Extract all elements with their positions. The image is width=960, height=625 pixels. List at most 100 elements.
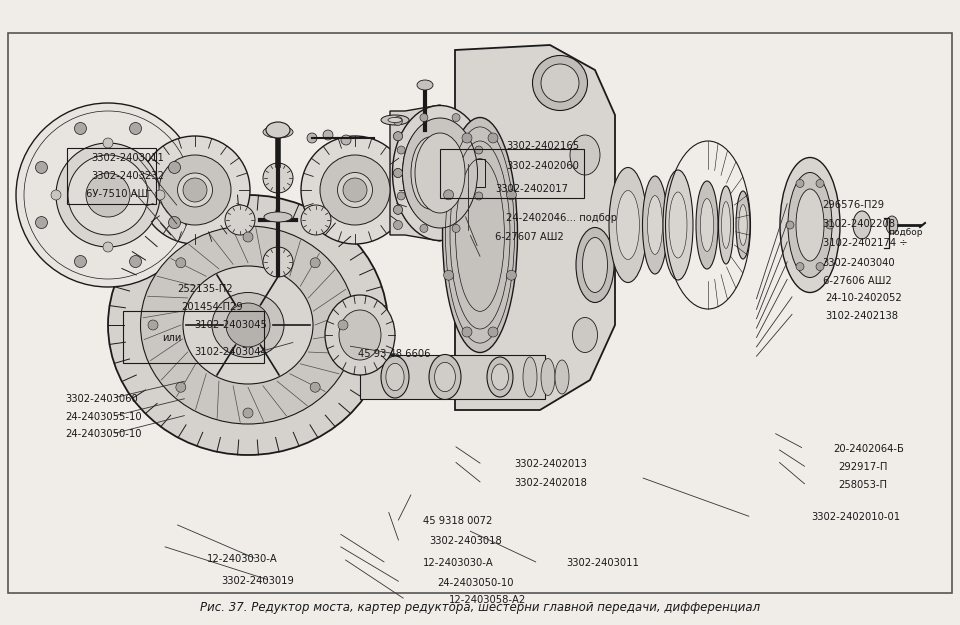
Ellipse shape [555, 360, 569, 394]
Ellipse shape [325, 295, 395, 375]
Text: 3302-2403011: 3302-2403011 [566, 558, 639, 568]
Ellipse shape [301, 136, 409, 244]
Circle shape [183, 178, 207, 202]
Text: 3302-2403019: 3302-2403019 [221, 576, 294, 586]
Text: 3302-2402018: 3302-2402018 [515, 478, 588, 488]
Ellipse shape [541, 64, 579, 102]
Text: 3102-2402174 ÷: 3102-2402174 ÷ [823, 238, 907, 248]
Ellipse shape [701, 199, 713, 251]
Circle shape [56, 143, 160, 247]
Ellipse shape [572, 318, 597, 352]
Ellipse shape [339, 310, 381, 360]
Circle shape [341, 135, 351, 145]
Circle shape [488, 327, 498, 337]
Circle shape [68, 155, 148, 235]
Text: 3102-2402138: 3102-2402138 [826, 311, 899, 321]
Circle shape [75, 122, 86, 134]
Ellipse shape [718, 186, 733, 264]
Circle shape [343, 178, 367, 202]
Circle shape [310, 382, 321, 392]
Ellipse shape [183, 266, 313, 384]
Circle shape [816, 179, 824, 188]
Circle shape [507, 270, 516, 280]
Text: или: или [162, 333, 181, 343]
Bar [440, 149, 584, 198]
Circle shape [16, 103, 200, 287]
Circle shape [338, 320, 348, 330]
Circle shape [444, 270, 453, 280]
Ellipse shape [266, 122, 290, 138]
Text: 6У-7510 АШ: 6У-7510 АШ [86, 189, 149, 199]
Text: 292917-П: 292917-П [838, 462, 887, 472]
Circle shape [394, 116, 402, 126]
Circle shape [103, 138, 113, 148]
Ellipse shape [739, 204, 747, 246]
Text: 252135-П2: 252135-П2 [178, 284, 233, 294]
Circle shape [51, 190, 61, 200]
Ellipse shape [523, 357, 537, 397]
Ellipse shape [492, 364, 509, 390]
Text: 24-2403050-10: 24-2403050-10 [65, 429, 142, 439]
Circle shape [176, 382, 186, 392]
Ellipse shape [417, 80, 433, 90]
Ellipse shape [669, 192, 687, 258]
Circle shape [394, 132, 402, 141]
Circle shape [310, 258, 321, 268]
Circle shape [394, 205, 402, 214]
Circle shape [462, 327, 472, 337]
Ellipse shape [263, 163, 293, 193]
Ellipse shape [796, 189, 824, 261]
Circle shape [394, 132, 402, 141]
Text: 45 93 48 6606: 45 93 48 6606 [358, 349, 431, 359]
Circle shape [452, 114, 460, 122]
Ellipse shape [583, 238, 608, 292]
Text: 3102-2403044: 3102-2403044 [194, 347, 267, 357]
Circle shape [420, 114, 428, 122]
Ellipse shape [108, 195, 388, 455]
Circle shape [475, 192, 483, 200]
Circle shape [36, 161, 47, 174]
Ellipse shape [663, 170, 693, 280]
Text: 3302-2403040: 3302-2403040 [823, 258, 896, 268]
Circle shape [226, 303, 270, 347]
Text: 3302-2402060: 3302-2402060 [506, 161, 579, 171]
Circle shape [397, 146, 405, 154]
Text: 20-2402064-Б: 20-2402064-Б [833, 444, 904, 454]
Ellipse shape [609, 168, 647, 282]
Circle shape [475, 146, 483, 154]
Bar [123, 311, 264, 362]
Text: 6-27606 АШ2: 6-27606 АШ2 [823, 276, 892, 286]
Circle shape [507, 190, 516, 200]
Text: 3302-2403011: 3302-2403011 [91, 153, 164, 163]
Ellipse shape [788, 173, 832, 278]
Circle shape [148, 320, 158, 330]
Ellipse shape [225, 205, 255, 235]
Text: 3102-2402208: 3102-2402208 [823, 219, 896, 229]
Text: 258053-П: 258053-П [838, 480, 887, 490]
Ellipse shape [159, 155, 231, 225]
Ellipse shape [616, 191, 639, 259]
Bar [67, 148, 156, 204]
Text: 3302-2402010-01: 3302-2402010-01 [811, 512, 900, 522]
Text: 3302-2403232: 3302-2403232 [91, 171, 164, 181]
Ellipse shape [443, 118, 517, 352]
Ellipse shape [338, 173, 372, 208]
Ellipse shape [541, 359, 555, 396]
Ellipse shape [722, 202, 731, 248]
Circle shape [397, 192, 405, 200]
Circle shape [75, 256, 86, 268]
Ellipse shape [212, 292, 284, 357]
Ellipse shape [402, 118, 477, 228]
Circle shape [243, 232, 253, 242]
Ellipse shape [533, 56, 588, 111]
Circle shape [130, 256, 141, 268]
Bar [467, 159, 485, 187]
Circle shape [444, 190, 453, 200]
Circle shape [816, 262, 824, 271]
Ellipse shape [263, 247, 293, 277]
Ellipse shape [696, 181, 718, 269]
Text: подбор: подбор [888, 228, 923, 237]
Ellipse shape [570, 135, 600, 175]
Text: 3302-2403018: 3302-2403018 [429, 536, 502, 546]
Circle shape [420, 224, 428, 232]
